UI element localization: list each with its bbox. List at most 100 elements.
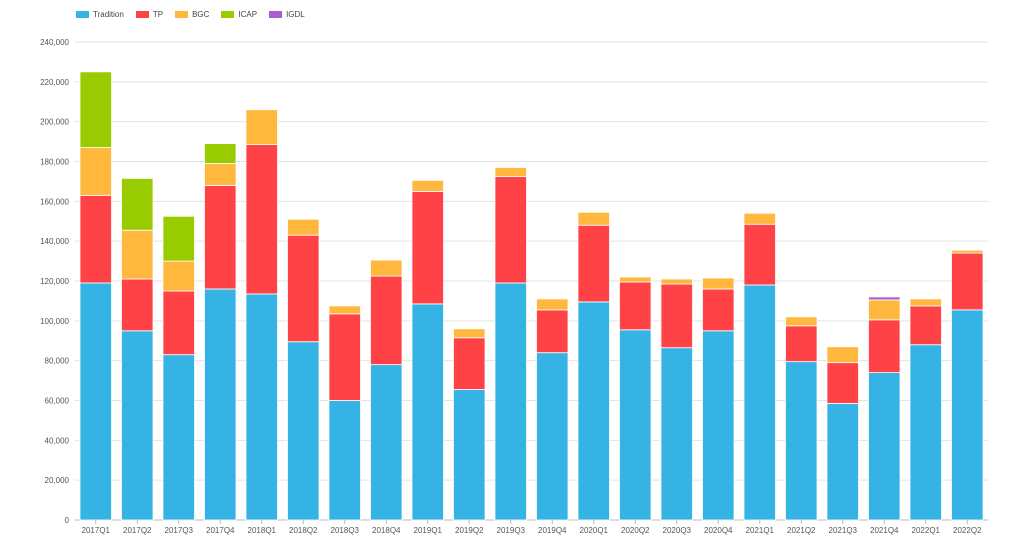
bar-segment: [453, 389, 486, 521]
x-tick-label: 2020Q2: [621, 526, 650, 535]
bar-segment: [370, 275, 403, 366]
y-tick-label: 220,000: [40, 78, 69, 87]
bar-segment: [287, 234, 320, 343]
bar-segment: [743, 212, 776, 225]
bar-segment: [536, 298, 569, 311]
bar-segment: [536, 309, 569, 354]
bar-segment: [743, 223, 776, 286]
bar-segment: [204, 143, 237, 164]
bar-segment: [577, 301, 610, 521]
x-tick-label: 2018Q3: [331, 526, 360, 535]
legend-swatch: [76, 11, 89, 18]
y-tick-label: 40,000: [45, 436, 70, 445]
bar-segment: [79, 71, 112, 148]
bar-segment: [494, 176, 527, 284]
bar-segment: [660, 347, 693, 521]
bar-segment: [909, 305, 942, 346]
bar-segment: [826, 403, 859, 521]
legend-swatch: [269, 11, 283, 18]
bar-segment: [536, 352, 569, 521]
bar-segment: [660, 283, 693, 349]
x-tick-label: 2017Q1: [82, 526, 111, 535]
legend-item[interactable]: ICAP: [221, 10, 257, 19]
legend-item[interactable]: BGC: [175, 10, 209, 19]
bar-segment: [79, 147, 112, 196]
bar-segment: [577, 224, 610, 303]
x-tick-label: 2020Q3: [663, 526, 692, 535]
bar-segment: [826, 362, 859, 404]
legend-label: TP: [152, 10, 164, 19]
x-tick-label: 2021Q3: [829, 526, 858, 535]
bar-segment: [162, 215, 195, 262]
bar-segment: [287, 341, 320, 521]
x-tick-label: 2019Q3: [497, 526, 526, 535]
bar-segment: [660, 278, 693, 285]
x-tick-label: 2018Q1: [248, 526, 277, 535]
y-tick-label: 120,000: [40, 277, 69, 286]
bar-segment: [868, 319, 901, 374]
bar-segment: [702, 277, 735, 290]
bar-segment: [162, 354, 195, 521]
bar-segment: [411, 303, 444, 521]
y-tick-label: 160,000: [40, 197, 69, 206]
bar-segment: [785, 325, 818, 363]
legend-label: Tradition: [93, 10, 124, 19]
x-tick-label: 2019Q4: [538, 526, 567, 535]
bar-segment: [204, 184, 237, 290]
bar-segment: [453, 328, 486, 339]
x-tick-label: 2020Q4: [704, 526, 733, 535]
legend-swatch: [135, 11, 149, 18]
bar-segment: [951, 252, 984, 311]
y-tick-label: 180,000: [40, 158, 69, 167]
bar-segment: [79, 194, 112, 284]
bar-segment: [826, 346, 859, 364]
x-tick-label: 2019Q1: [414, 526, 443, 535]
bar-segment: [951, 309, 984, 521]
legend-item[interactable]: IGDL: [269, 10, 305, 19]
x-tick-label: 2019Q2: [455, 526, 484, 535]
bar-segment: [121, 278, 154, 332]
bar-segment: [702, 288, 735, 332]
bar-segment: [370, 364, 403, 521]
bar-segment: [743, 284, 776, 521]
bar-segment: [494, 282, 527, 521]
x-tick-label: 2017Q4: [206, 526, 235, 535]
bar-segment: [909, 298, 942, 307]
bar-segment: [619, 281, 652, 331]
y-tick-label: 80,000: [45, 357, 70, 366]
x-tick-label: 2018Q4: [372, 526, 401, 535]
x-tick-label: 2020Q1: [580, 526, 609, 535]
bar-segment: [370, 259, 403, 277]
x-tick-label: 2017Q3: [165, 526, 194, 535]
bar-segment: [785, 316, 818, 327]
bar-segment: [411, 190, 444, 305]
bar-segment: [909, 344, 942, 521]
legend-item[interactable]: TP: [135, 10, 164, 19]
x-tick-label: 2021Q4: [870, 526, 899, 535]
bar-segment: [785, 361, 818, 521]
bar-segment: [121, 178, 154, 231]
bar-segment: [204, 288, 237, 521]
bar-segment: [328, 305, 361, 315]
x-tick-label: 2017Q2: [123, 526, 152, 535]
bar-segment: [453, 337, 486, 390]
y-tick-label: 200,000: [40, 118, 69, 127]
bar-segment: [868, 299, 901, 321]
y-tick-label: 240,000: [40, 38, 69, 47]
legend: Tradition TP BGC ICAP IGDL: [76, 10, 317, 19]
legend-swatch: [221, 11, 235, 18]
legend-label: IGDL: [286, 10, 305, 19]
legend-swatch: [175, 11, 189, 18]
bar-segment: [951, 249, 984, 254]
bar-segment: [868, 372, 901, 521]
legend-item[interactable]: Tradition: [76, 10, 124, 19]
bar-segment: [204, 163, 237, 186]
bar-segment: [702, 330, 735, 521]
bar-segment: [162, 290, 195, 356]
y-tick-label: 20,000: [45, 476, 70, 485]
y-tick-label: 0: [65, 516, 70, 525]
bar-segment: [328, 400, 361, 521]
bar-segment: [287, 218, 320, 236]
